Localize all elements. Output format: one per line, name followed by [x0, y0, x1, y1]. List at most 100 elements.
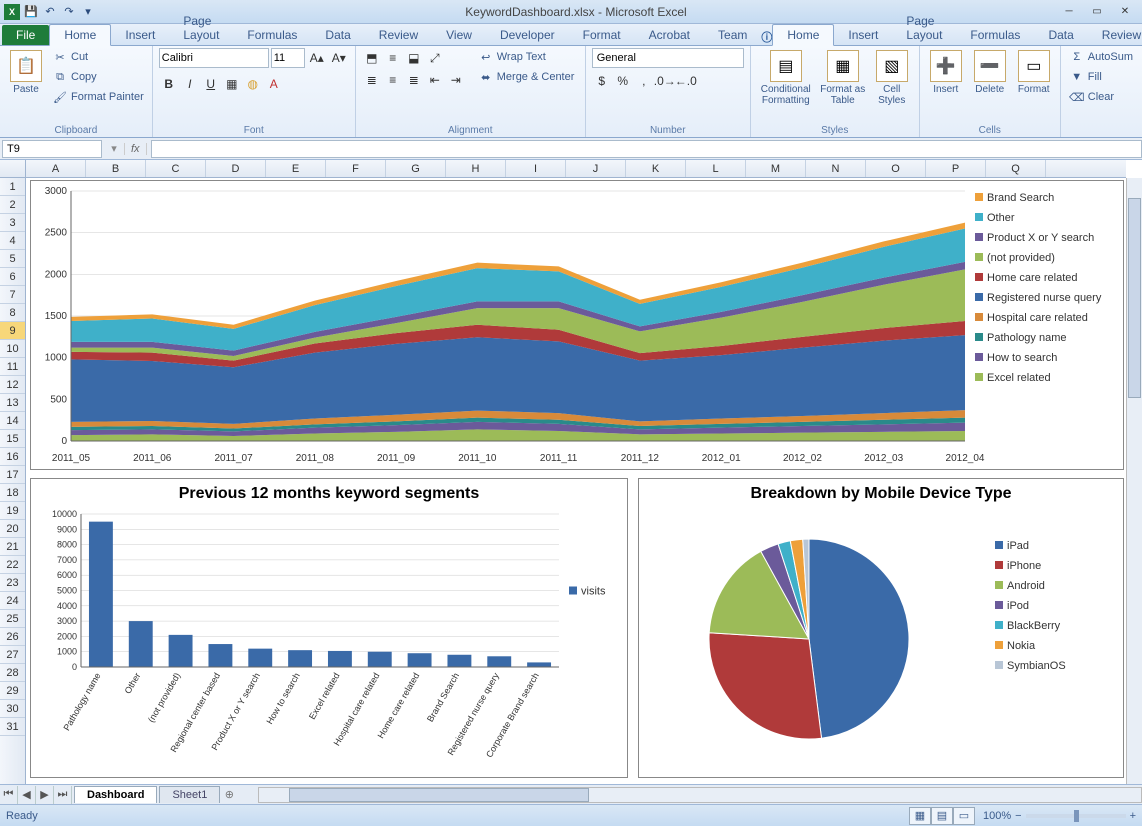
col-header[interactable]: C: [146, 160, 206, 177]
merge-center-button[interactable]: ⬌Merge & Center: [476, 68, 577, 86]
row-header[interactable]: 28: [0, 664, 25, 682]
increase-font-icon[interactable]: A▴: [307, 48, 327, 68]
font-color-button[interactable]: A: [264, 74, 284, 94]
row-header[interactable]: 21: [0, 538, 25, 556]
col-header[interactable]: K: [626, 160, 686, 177]
comma-icon[interactable]: ,: [634, 71, 654, 91]
tab-last-icon[interactable]: ⏭: [54, 786, 72, 804]
conditional-formatting-button[interactable]: ▤Conditional Formatting: [757, 48, 815, 106]
fill-color-button[interactable]: ◍: [243, 74, 263, 94]
decrease-decimal-icon[interactable]: ←.0: [676, 71, 696, 91]
ribbon-tab-review[interactable]: Review: [365, 25, 432, 45]
format-cells-button[interactable]: ▭Format: [1014, 48, 1054, 95]
increase-indent-icon[interactable]: ⇥: [446, 70, 466, 90]
border-button[interactable]: ▦: [222, 74, 242, 94]
vscroll-thumb[interactable]: [1128, 198, 1141, 398]
ribbon-help-icon[interactable]: ⓘ: [761, 29, 772, 45]
ribbon-tab-review[interactable]: Review: [1088, 25, 1142, 45]
zoom-in-icon[interactable]: +: [1130, 810, 1136, 822]
pie-chart[interactable]: Breakdown by Mobile Device Type iPadiPho…: [638, 478, 1124, 778]
vertical-scrollbar[interactable]: [1126, 178, 1142, 784]
sheet-tab-sheet1[interactable]: Sheet1: [159, 786, 220, 803]
italic-button[interactable]: I: [180, 74, 200, 94]
col-header[interactable]: M: [746, 160, 806, 177]
ribbon-tab-developer[interactable]: Developer: [486, 25, 569, 45]
align-center-icon[interactable]: ≡: [383, 70, 403, 90]
font-name-select[interactable]: [159, 48, 269, 68]
orientation-icon[interactable]: ⤢: [425, 48, 445, 68]
row-header[interactable]: 16: [0, 448, 25, 466]
zoom-slider[interactable]: [1026, 814, 1126, 818]
fx-icon[interactable]: fx: [124, 143, 147, 155]
zoom-out-icon[interactable]: −: [1015, 810, 1021, 822]
undo-icon[interactable]: ↶: [42, 4, 58, 20]
row-header[interactable]: 18: [0, 484, 25, 502]
number-format-select[interactable]: [592, 48, 744, 68]
ribbon-tab-page-layout[interactable]: Page Layout: [892, 11, 956, 45]
select-all-corner[interactable]: [0, 160, 26, 178]
col-header[interactable]: B: [86, 160, 146, 177]
ribbon-tab-view[interactable]: View: [432, 25, 486, 45]
col-header[interactable]: E: [266, 160, 326, 177]
cells-area[interactable]: 0500100015002000250030002011_052011_0620…: [26, 178, 1126, 784]
worksheet-grid[interactable]: ABCDEFGHIJKLMNOPQ 1234567891011121314151…: [0, 160, 1142, 784]
col-header[interactable]: L: [686, 160, 746, 177]
col-header[interactable]: F: [326, 160, 386, 177]
row-header[interactable]: 8: [0, 304, 25, 322]
formula-input[interactable]: [151, 140, 1142, 158]
col-header[interactable]: N: [806, 160, 866, 177]
row-header[interactable]: 2: [0, 196, 25, 214]
insert-cells-button[interactable]: ➕Insert: [926, 48, 966, 95]
decrease-font-icon[interactable]: A▾: [329, 48, 349, 68]
row-header[interactable]: 23: [0, 574, 25, 592]
minimize-button[interactable]: ─: [1056, 4, 1082, 20]
row-header[interactable]: 26: [0, 628, 25, 646]
align-top-icon[interactable]: ⬒: [362, 48, 382, 68]
row-header[interactable]: 11: [0, 358, 25, 376]
ribbon-tab-home[interactable]: Home: [772, 24, 834, 46]
col-header[interactable]: I: [506, 160, 566, 177]
ribbon-tab-formulas[interactable]: Formulas: [956, 25, 1034, 45]
name-box[interactable]: T9: [2, 140, 102, 158]
save-icon[interactable]: 💾: [23, 4, 39, 20]
fill-button[interactable]: ▼Fill: [1067, 68, 1135, 86]
normal-view-icon[interactable]: ▦: [909, 807, 931, 825]
file-tab[interactable]: File: [2, 25, 49, 45]
row-header[interactable]: 9: [0, 322, 25, 340]
percent-icon[interactable]: %: [613, 71, 633, 91]
increase-decimal-icon[interactable]: .0→: [655, 71, 675, 91]
hscroll-thumb[interactable]: [289, 788, 589, 802]
autosum-button[interactable]: ΣAutoSum: [1067, 48, 1135, 66]
col-header[interactable]: G: [386, 160, 446, 177]
close-button[interactable]: ✕: [1112, 4, 1138, 20]
row-header[interactable]: 6: [0, 268, 25, 286]
col-header[interactable]: P: [926, 160, 986, 177]
row-header[interactable]: 5: [0, 250, 25, 268]
new-sheet-icon[interactable]: ⊕: [220, 788, 238, 801]
bar-chart[interactable]: Previous 12 months keyword segments 0100…: [30, 478, 628, 778]
row-header[interactable]: 29: [0, 682, 25, 700]
ribbon-tab-home[interactable]: Home: [49, 24, 111, 46]
align-middle-icon[interactable]: ≡: [383, 48, 403, 68]
ribbon-tab-format[interactable]: Format: [569, 25, 635, 45]
row-header[interactable]: 7: [0, 286, 25, 304]
name-box-dropdown-icon[interactable]: ▾: [104, 142, 124, 155]
copy-button[interactable]: ⧉Copy: [50, 68, 146, 86]
row-header[interactable]: 27: [0, 646, 25, 664]
ribbon-tab-data[interactable]: Data: [1034, 25, 1087, 45]
underline-button[interactable]: U: [201, 74, 221, 94]
page-break-view-icon[interactable]: ▭: [953, 807, 975, 825]
row-header[interactable]: 1: [0, 178, 25, 196]
row-header[interactable]: 10: [0, 340, 25, 358]
row-header[interactable]: 14: [0, 412, 25, 430]
row-header[interactable]: 25: [0, 610, 25, 628]
ribbon-tab-data[interactable]: Data: [311, 25, 364, 45]
col-header[interactable]: A: [26, 160, 86, 177]
row-header[interactable]: 20: [0, 520, 25, 538]
tab-next-icon[interactable]: ▶: [36, 786, 54, 804]
font-size-select[interactable]: [271, 48, 305, 68]
decrease-indent-icon[interactable]: ⇤: [425, 70, 445, 90]
row-header[interactable]: 15: [0, 430, 25, 448]
row-header[interactable]: 30: [0, 700, 25, 718]
format-table-button[interactable]: ▦Format as Table: [819, 48, 867, 106]
